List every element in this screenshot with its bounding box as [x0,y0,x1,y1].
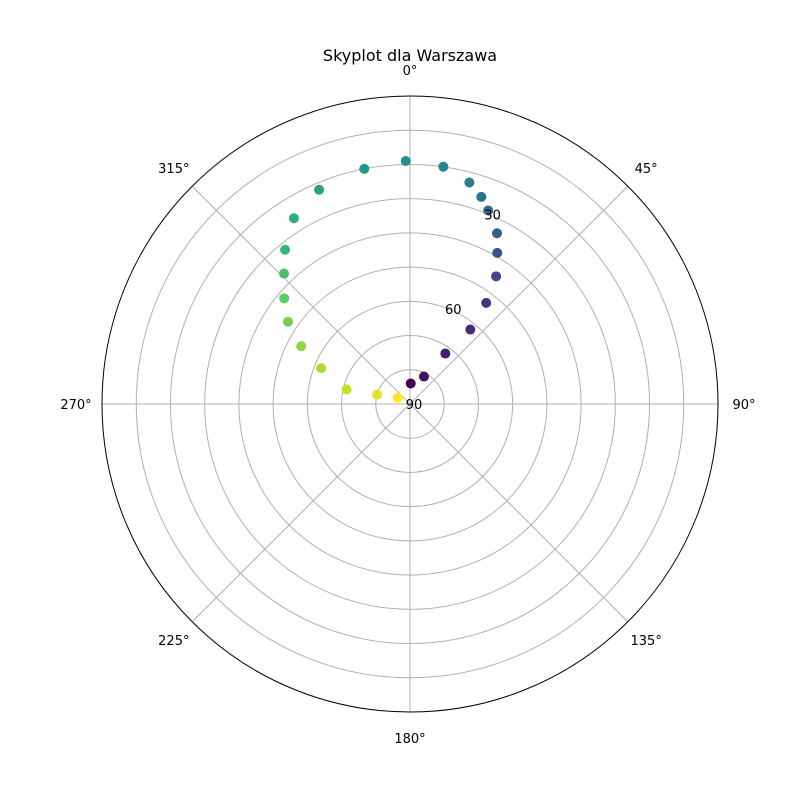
angular-tick-label: 90° [732,398,755,413]
satellite-point [438,162,448,172]
satellite-point [342,384,352,394]
chart-title: Skyplot dla Warszawa [323,46,497,65]
angular-tick-label: 225° [158,634,189,649]
satellite-point [289,213,299,223]
angular-tick-label: 135° [631,634,662,649]
satellite-point [316,363,326,373]
satellite-point [279,269,289,279]
satellite-point [492,228,502,238]
satellite-point [279,293,289,303]
satellite-point [481,298,491,308]
radial-tick-label: 60 [445,303,462,318]
satellite-point [283,317,293,327]
satellite-point [476,192,486,202]
satellite-point [465,325,475,335]
satellite-point [372,390,382,400]
satellite-point [401,156,411,166]
satellite-point [440,349,450,359]
radial-tick-label: 30 [484,208,501,223]
satellite-point [314,185,324,195]
satellite-point [296,341,306,351]
satellite-point [280,245,290,255]
radial-tick-label: 90 [406,398,423,413]
angular-tick-label: 0° [403,64,418,79]
satellite-point [491,271,501,281]
satellite-point [406,378,416,388]
satellite-point [464,178,474,188]
angular-tick-label: 180° [394,732,425,747]
satellite-point [492,248,502,258]
satellite-point [393,393,403,403]
satellite-point [419,372,429,382]
angular-tick-label: 45° [635,162,658,177]
angular-tick-label: 270° [60,398,91,413]
angular-tick-label: 315° [158,162,189,177]
satellite-point [359,164,369,174]
